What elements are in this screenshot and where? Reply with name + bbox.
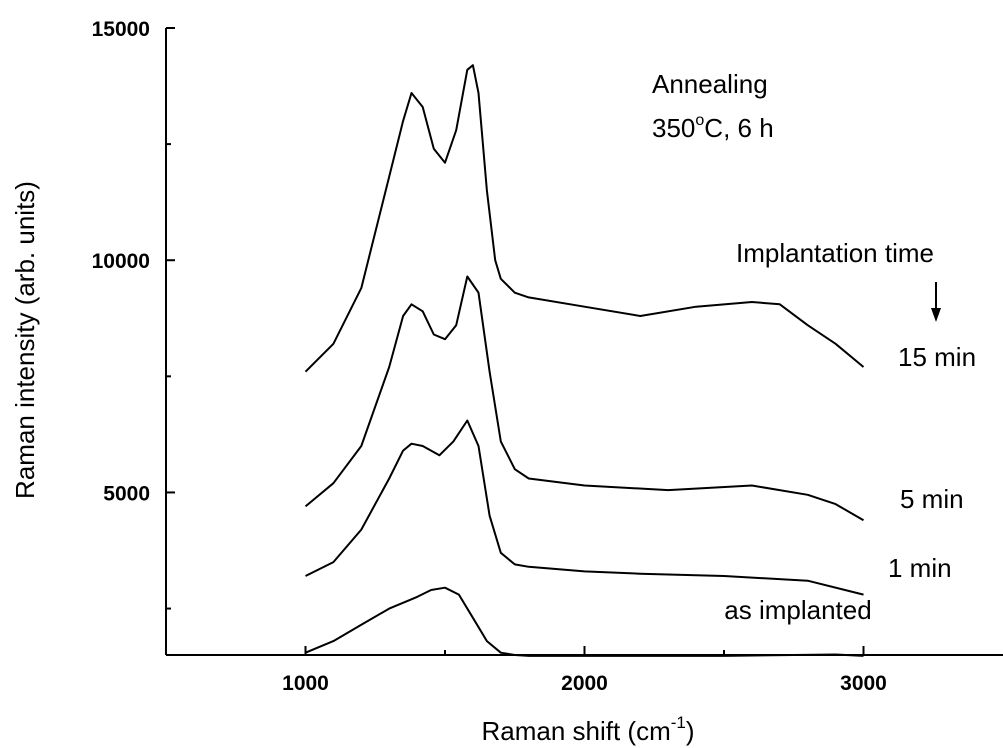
annealing-duration: C, 6 h — [704, 113, 773, 143]
series-line — [304, 64, 865, 373]
axes: 1000 2000 3000 5000 10000 15000 — [92, 18, 1003, 695]
annotation-implantation-time: Implantation time — [736, 238, 934, 268]
series-line — [305, 586, 864, 657]
series-label-5-min: 5 min — [900, 484, 964, 514]
degree-superscript: o — [695, 112, 704, 129]
series-labels: as implanted 1 min 5 min 15 min — [724, 342, 976, 625]
x-axis-title: Raman shift (cm-1) — [481, 713, 694, 746]
series-group — [304, 64, 865, 657]
y-axis-title: Raman intensity (arb. units) — [10, 181, 40, 499]
series-line — [304, 275, 865, 522]
x-axis-title-main: Raman shift (cm — [481, 716, 670, 746]
annotation-annealing-line2: 350oC, 6 h — [652, 112, 774, 143]
x-tick-label: 1000 — [282, 672, 329, 695]
series-label-as-implanted: as implanted — [724, 595, 871, 625]
ticks: 1000 2000 3000 5000 10000 15000 — [92, 18, 887, 695]
x-axis-title-sup: -1 — [671, 713, 686, 732]
y-tick-label: 5000 — [103, 482, 150, 505]
y-tick-label: 15000 — [92, 18, 150, 41]
series-label-15-min: 15 min — [898, 342, 976, 372]
annealing-temp: 350 — [652, 113, 695, 143]
x-axis-title-end: ) — [686, 716, 695, 746]
y-tick-label: 10000 — [92, 250, 150, 273]
down-arrow-icon — [931, 282, 941, 322]
series-line — [305, 419, 864, 596]
x-tick-label: 3000 — [840, 672, 887, 695]
series-label-1-min: 1 min — [888, 553, 952, 583]
x-tick-label: 2000 — [561, 672, 608, 695]
annotation-annealing-line1: Annealing — [652, 69, 768, 99]
